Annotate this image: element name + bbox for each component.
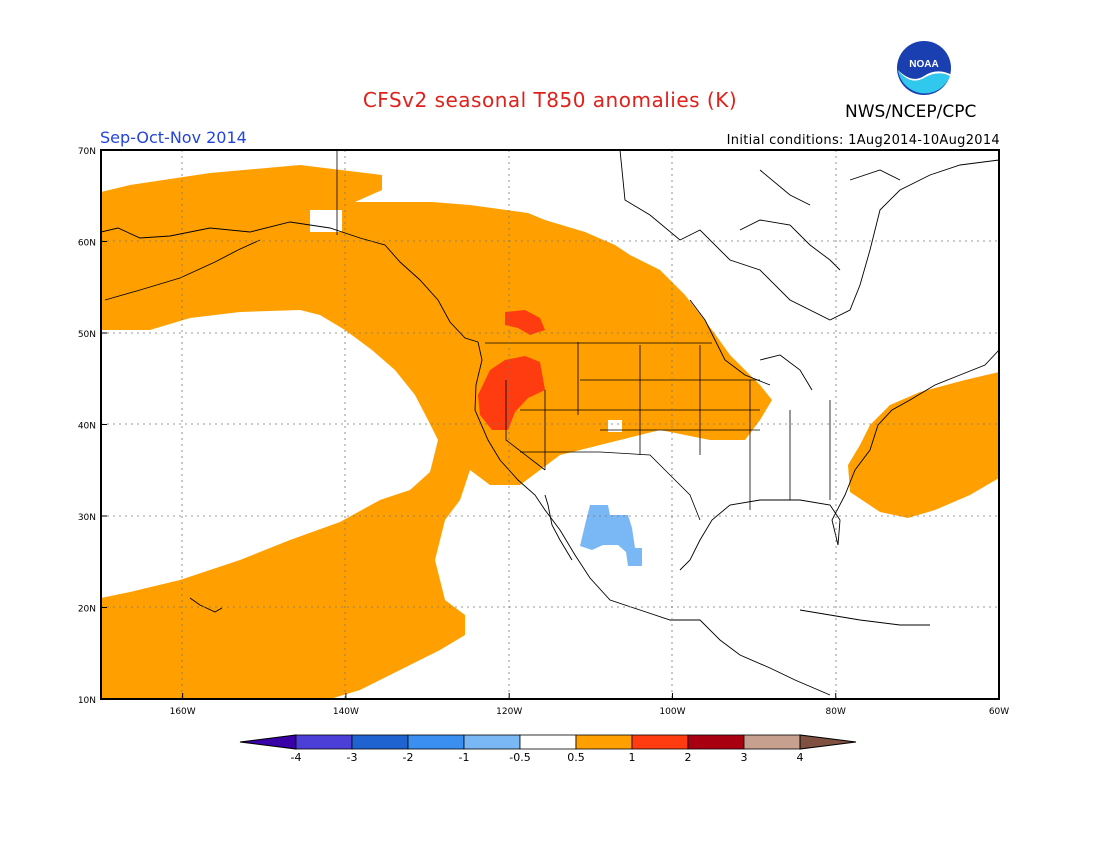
lon-label: 120W bbox=[496, 707, 522, 717]
lon-label: 140W bbox=[333, 707, 359, 717]
organization-label: NWS/NCEP/CPC bbox=[845, 102, 977, 122]
legend-low-arrow bbox=[239, 734, 297, 750]
legend-label: 4 bbox=[797, 751, 804, 764]
legend-swatch bbox=[295, 734, 353, 750]
legend-label: -3 bbox=[347, 751, 358, 764]
noaa-logo-icon: NOAA bbox=[897, 41, 951, 95]
logo-text: NOAA bbox=[909, 59, 938, 70]
legend-label: 3 bbox=[741, 751, 748, 764]
legend-label: 2 bbox=[685, 751, 692, 764]
cool-anomaly-region bbox=[580, 505, 642, 566]
legend-label: 0.5 bbox=[567, 751, 585, 764]
legend-label: -4 bbox=[291, 751, 302, 764]
political-boundaries bbox=[336, 150, 831, 521]
latitude-labels: 10N 20N 30N 40N 50N 60N 70N bbox=[78, 147, 107, 706]
map-title: CFSv2 seasonal T850 anomalies (K) bbox=[362, 88, 738, 112]
legend-label: -2 bbox=[403, 751, 414, 764]
color-legend: -4 -3 -2 -1 -0.5 0.5 1 2 3 4 bbox=[239, 734, 857, 764]
lon-label: 100W bbox=[659, 707, 685, 717]
hot-anomaly-region bbox=[478, 356, 545, 430]
legend-swatch bbox=[463, 734, 521, 750]
lat-label: 10N bbox=[78, 696, 96, 706]
legend-label: -0.5 bbox=[509, 751, 530, 764]
legend-high-arrow bbox=[799, 734, 857, 750]
longitude-labels: 160W 140W 120W 100W 80W 60W bbox=[170, 693, 1009, 717]
legend-swatch bbox=[743, 734, 801, 750]
lat-label: 70N bbox=[78, 147, 96, 157]
legend-swatch bbox=[519, 734, 577, 750]
lon-label: 60W bbox=[989, 707, 1009, 717]
lon-label: 80W bbox=[826, 707, 846, 717]
legend-label: -1 bbox=[459, 751, 470, 764]
coastlines bbox=[101, 150, 999, 696]
hot-anomaly-north bbox=[505, 310, 545, 335]
legend-swatch bbox=[407, 734, 465, 750]
lat-label: 60N bbox=[78, 239, 96, 249]
legend-swatch bbox=[351, 734, 409, 750]
legend-swatch bbox=[575, 734, 633, 750]
grid-lines bbox=[101, 150, 999, 699]
lat-label: 50N bbox=[78, 330, 96, 340]
warm-anomaly-region bbox=[101, 165, 772, 699]
legend-swatch bbox=[631, 734, 689, 750]
lat-label: 20N bbox=[78, 605, 96, 615]
lat-label: 40N bbox=[78, 422, 96, 432]
lon-label: 160W bbox=[170, 707, 196, 717]
season-label: Sep-Oct-Nov 2014 bbox=[100, 128, 247, 147]
lat-label: 30N bbox=[78, 513, 96, 523]
legend-swatch bbox=[687, 734, 745, 750]
warm-anomaly-atlantic bbox=[848, 372, 999, 518]
legend-label: 1 bbox=[629, 751, 636, 764]
initial-conditions-label: Initial conditions: 1Aug2014-10Aug2014 bbox=[726, 133, 1000, 148]
